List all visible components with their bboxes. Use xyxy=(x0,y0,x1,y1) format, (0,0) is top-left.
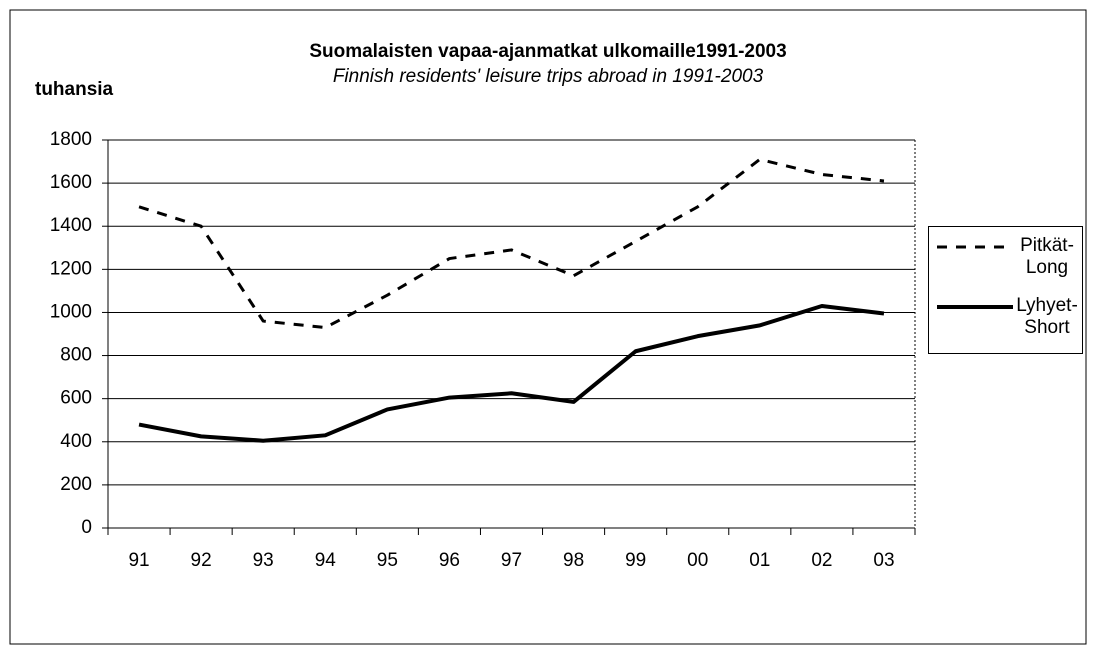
x-tick-label: 94 xyxy=(315,550,337,571)
y-tick-label: 200 xyxy=(60,474,92,495)
legend: Pitkät-Long Lyhyet-Short xyxy=(928,226,1083,354)
x-tick-label: 01 xyxy=(749,550,770,571)
y-tick-label: 600 xyxy=(60,388,92,409)
legend-swatch xyxy=(937,305,1013,309)
y-tick-label: 1800 xyxy=(50,129,92,150)
x-tick-label: 95 xyxy=(377,550,398,571)
y-tick-label: 0 xyxy=(81,517,92,538)
x-tick-label: 91 xyxy=(128,550,149,571)
x-tick-label: 96 xyxy=(439,550,460,571)
x-tick-label: 98 xyxy=(563,550,584,571)
line-series xyxy=(138,157,885,330)
y-tick-label: 1000 xyxy=(50,301,92,322)
x-tick-label: 97 xyxy=(501,550,522,571)
y-tick-label: 1400 xyxy=(50,215,92,236)
y-tick-label: 800 xyxy=(60,345,92,366)
legend-item: Pitkät-Long xyxy=(935,235,1079,279)
x-tick-label: 02 xyxy=(811,550,832,571)
legend-label: Pitkät-Long xyxy=(1020,235,1074,278)
chart-subtitle: Finnish residents' leisure trips abroad … xyxy=(333,66,764,87)
legend-swatch xyxy=(937,245,1013,249)
legend-item: Lyhyet-Short xyxy=(935,295,1079,339)
x-tick-label: 00 xyxy=(687,550,708,571)
x-tick-label: 99 xyxy=(625,550,646,571)
y-tick-label: 400 xyxy=(60,431,92,452)
y-tick-label: 1200 xyxy=(50,258,92,279)
x-tick-label: 93 xyxy=(253,550,274,571)
x-tick-label: 03 xyxy=(873,550,894,571)
legend-label: Lyhyet-Short xyxy=(1016,295,1078,338)
x-tick-label: 92 xyxy=(191,550,212,571)
chart-border xyxy=(9,9,1087,645)
line-series xyxy=(138,303,885,443)
y-tick-label: 1600 xyxy=(50,172,92,193)
y-axis-label: tuhansia xyxy=(35,79,114,100)
chart-title: Suomalaisten vapaa-ajanmatkat ulkomaille… xyxy=(309,41,786,62)
